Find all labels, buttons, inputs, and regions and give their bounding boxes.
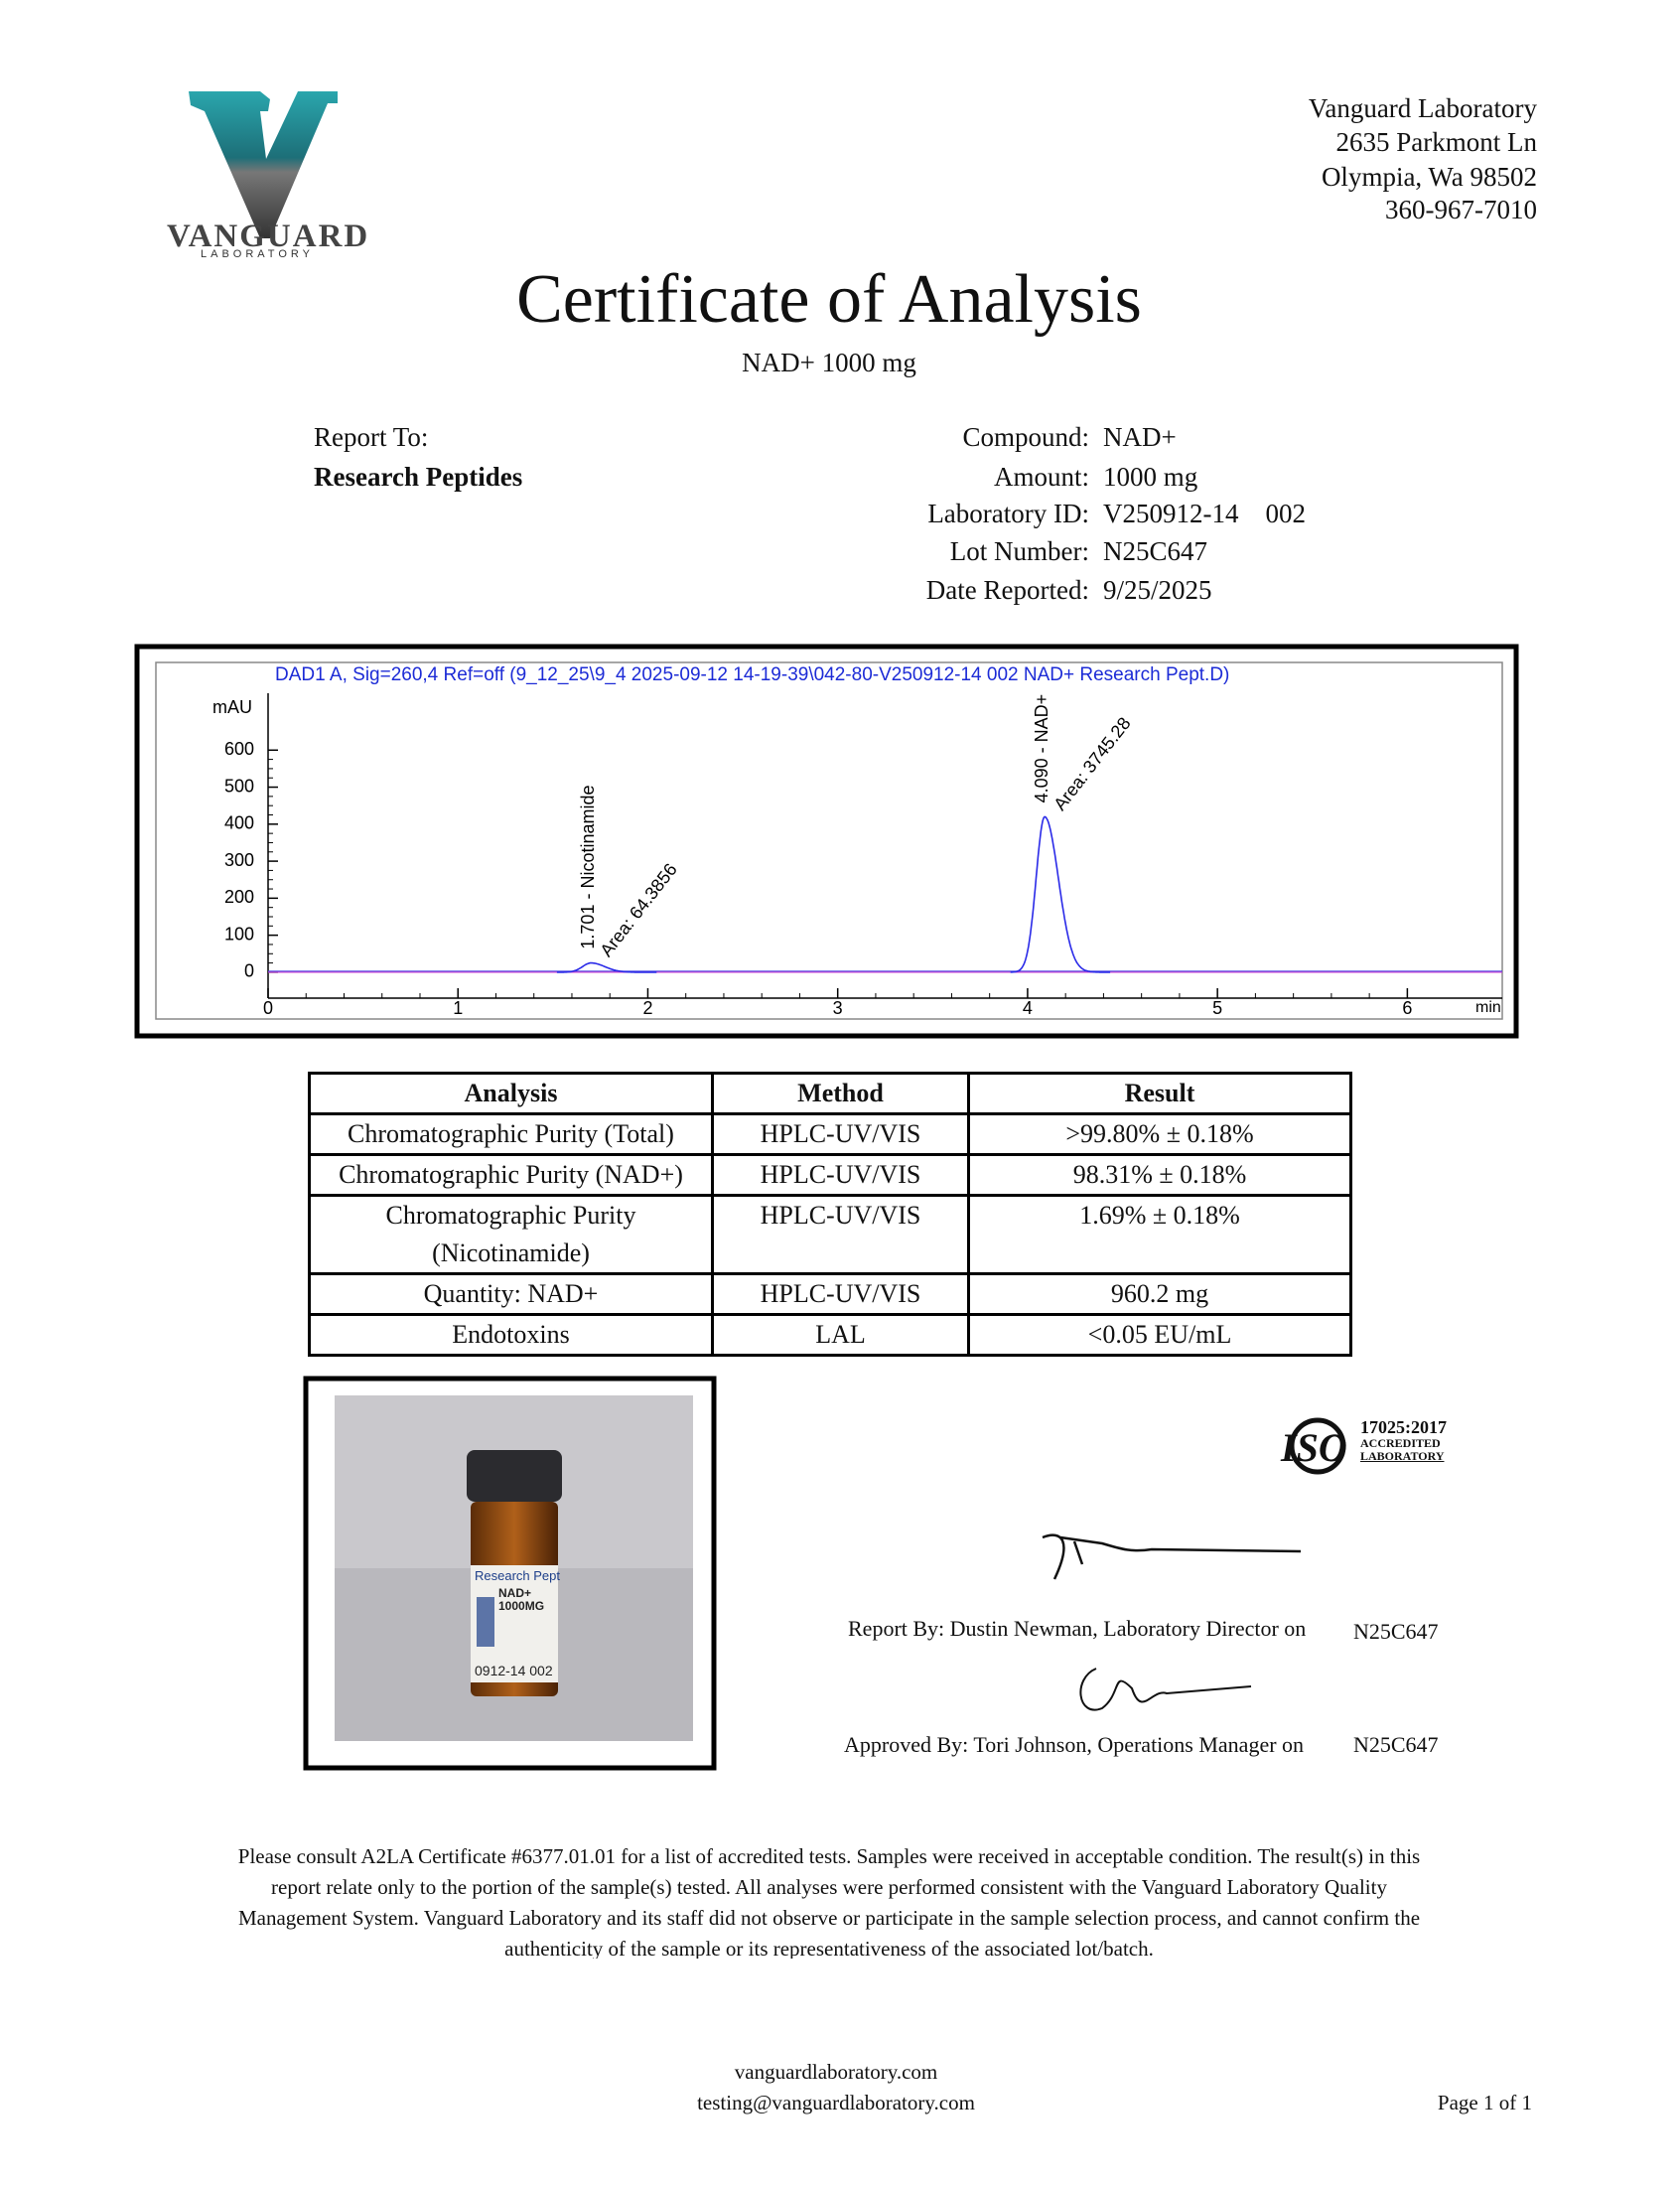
iso-standard: 17025:2017 <box>1360 1417 1447 1437</box>
address-line: Olympia, Wa 98502 <box>1321 162 1537 192</box>
table-cell: Chromatographic Purity (NAD+) <box>308 1153 714 1197</box>
results-table: Analysis Method Result Chromatographic P… <box>308 1072 1352 1357</box>
field-value: NAD+ <box>1103 422 1177 452</box>
peak <box>556 961 657 973</box>
peak-label: 1.701 - Nicotinamide <box>578 785 598 948</box>
vial-brand: Research Pept <box>475 1568 560 1583</box>
table-cell: 1.69% ± 0.18% <box>967 1194 1352 1275</box>
y-tick-label: 300 <box>224 850 254 870</box>
x-tick-label: 6 <box>1402 998 1412 1018</box>
report-to-label: Report To: <box>314 422 429 452</box>
signature <box>1079 1668 1252 1711</box>
chromatogram-frame <box>134 644 1519 1039</box>
footer-email: testing@vanguardlaboratory.com <box>697 2091 975 2114</box>
field-label: Lot Number: <box>949 536 1089 566</box>
y-tick-label: 600 <box>224 739 254 759</box>
footer-page: Page 1 of 1 <box>1437 2091 1532 2114</box>
y-unit: mAU <box>212 697 252 717</box>
address-line: 360-967-7010 <box>1385 195 1537 224</box>
field-value: N25C647 <box>1103 536 1208 566</box>
peak-label: 4.090 - NAD+ <box>1032 694 1051 803</box>
table-cell: Chromatographic Purity (Nicotinamide) <box>308 1194 714 1275</box>
table-row: Endotoxins LAL <0.05 EU/mL <box>308 1313 1352 1357</box>
table-cell: <0.05 EU/mL <box>967 1313 1352 1357</box>
vial-dose: 1000MG <box>498 1599 545 1613</box>
disclaimer-line: Please consult A2LA Certificate #6377.01… <box>237 1844 1421 1868</box>
iso-globe <box>1289 1417 1346 1475</box>
address-line: 2635 Parkmont Ln <box>1335 127 1538 157</box>
x-tick-label: 5 <box>1212 998 1222 1018</box>
field-value: 9/25/2025 <box>1103 575 1212 605</box>
table-row: Quantity: NAD+ HPLC-UV/VIS 960.2 mg <box>308 1272 1352 1316</box>
subtitle: NAD+ 1000 mg <box>742 348 916 377</box>
x-tick-label: 1 <box>453 998 463 1018</box>
signature-text: Approved By: Tori Johnson, Operations Ma… <box>844 1732 1305 1757</box>
iso-line: ACCREDITED <box>1360 1436 1441 1450</box>
disclaimer-line: Management System. Vanguard Laboratory a… <box>237 1906 1421 1930</box>
peak <box>1010 815 1111 973</box>
table-cell: >99.80% ± 0.18% <box>967 1112 1352 1156</box>
iso-line: LABORATORY <box>1360 1449 1445 1463</box>
footer-website: vanguardlaboratory.com <box>734 2060 938 2084</box>
report-to-name: Research Peptides <box>314 462 523 492</box>
qr-code <box>477 1597 494 1647</box>
table-cell: HPLC-UV/VIS <box>711 1272 970 1316</box>
x-unit: min <box>1475 999 1501 1016</box>
logo-name: VANGUARD <box>167 218 370 254</box>
field-label: Compound: <box>962 422 1089 452</box>
plot-frame <box>155 661 1503 1020</box>
table-cell: HPLC-UV/VIS <box>711 1153 970 1197</box>
vial-product: NAD+ <box>498 1586 532 1600</box>
signature-ref: N25C647 <box>1353 1619 1439 1644</box>
table-row: Chromatographic Purity (Total) HPLC-UV/VI… <box>308 1112 1352 1156</box>
address-line: Vanguard Laboratory <box>1308 93 1537 123</box>
signature <box>1042 1533 1302 1580</box>
photo-frame <box>303 1376 717 1771</box>
table-row: Chromatographic Purity (NAD+) HPLC-UV/VIS… <box>308 1153 1352 1197</box>
peak-area: Area: 3745.28 <box>1050 713 1134 813</box>
table-cell: 98.31% ± 0.18% <box>967 1153 1352 1197</box>
vial-id: 0912-14 002 <box>475 1663 553 1678</box>
title: Certificate of Analysis <box>516 261 1142 338</box>
table-cell: Quantity: NAD+ <box>308 1272 714 1316</box>
signature-ref: N25C647 <box>1353 1732 1439 1757</box>
chromatogram-header: DAD1 A, Sig=260,4 Ref=off (9_12_25\9_4 2… <box>275 664 1229 685</box>
table-cell: Chromatographic Purity (Total) <box>308 1112 714 1156</box>
table-cell: 960.2 mg <box>967 1272 1352 1316</box>
table-cell: Endotoxins <box>308 1313 714 1357</box>
vial-cap <box>467 1450 562 1502</box>
x-tick-label: 4 <box>1023 998 1033 1018</box>
table-header: Analysis <box>308 1072 714 1115</box>
x-tick-label: 0 <box>263 998 273 1018</box>
x-tick-label: 3 <box>833 998 843 1018</box>
table-cell: HPLC-UV/VIS <box>711 1194 970 1275</box>
disclaimer-line: report relate only to the portion of the… <box>271 1875 1387 1899</box>
y-tick-label: 500 <box>224 776 254 796</box>
field-value: 1000 mg <box>1103 462 1198 492</box>
field-label: Laboratory ID: <box>927 499 1089 528</box>
y-tick-label: 0 <box>244 961 254 981</box>
logo-mark <box>189 91 338 238</box>
signature-text: Report By: Dustin Newman, Laboratory Dir… <box>848 1616 1307 1641</box>
x-tick-label: 2 <box>642 998 652 1018</box>
field-value: V250912-14 002 <box>1103 499 1306 528</box>
table-header: Result <box>967 1072 1352 1115</box>
table-header: Method <box>711 1072 970 1115</box>
table-row: Chromatographic Purity (Nicotinamide) HPL… <box>308 1194 1352 1275</box>
y-tick-label: 100 <box>224 924 254 944</box>
peak-area: Area: 64.3856 <box>596 860 680 960</box>
y-tick-label: 400 <box>224 813 254 833</box>
iso-mark: ISO <box>1281 1425 1347 1470</box>
table-cell: LAL <box>711 1313 970 1357</box>
y-tick-label: 200 <box>224 887 254 907</box>
field-label: Amount: <box>993 462 1089 492</box>
disclaimer-line: authenticity of the sample or its repres… <box>504 1937 1154 1959</box>
field-label: Date Reported: <box>925 575 1089 605</box>
logo-sub: LABORATORY <box>201 248 314 260</box>
table-cell: HPLC-UV/VIS <box>711 1112 970 1156</box>
